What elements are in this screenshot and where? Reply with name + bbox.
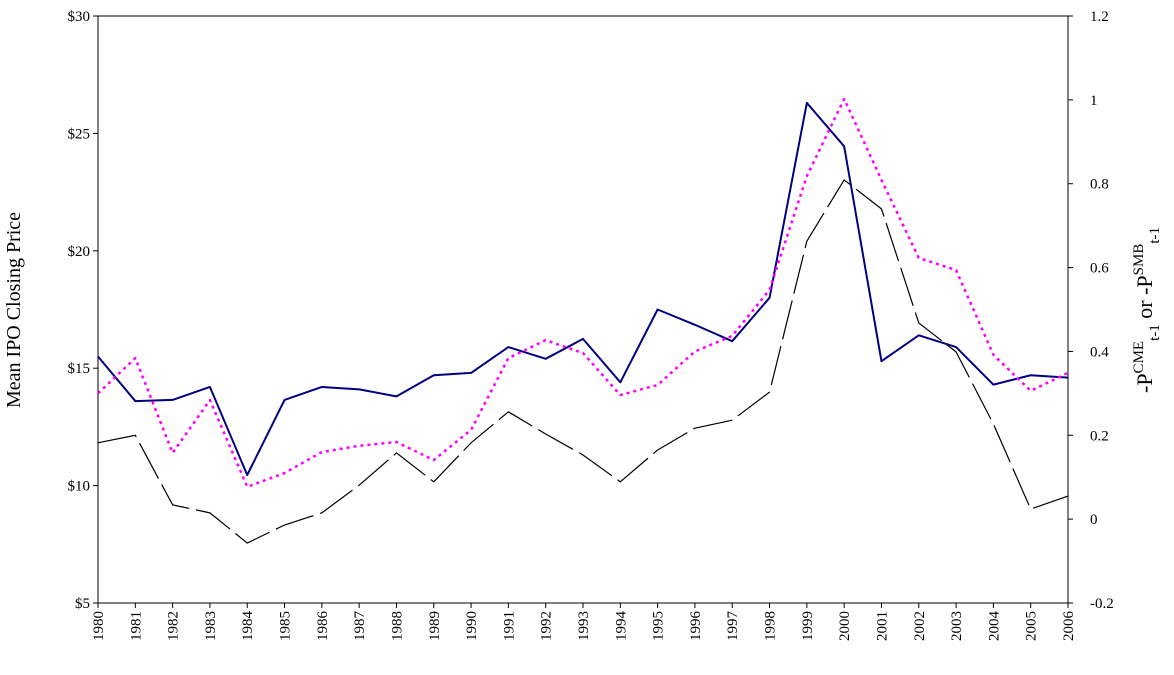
series-line	[97, 97, 1069, 489]
x-tick-label: 1988	[389, 611, 405, 641]
y2-axis-title-part: -P	[1132, 373, 1157, 393]
x-tick-label: 1992	[539, 611, 555, 641]
x-tick-label: 2004	[986, 611, 1002, 642]
y-tick-label: $10	[68, 479, 91, 495]
y2-axis-title-part: t-1	[1147, 324, 1163, 341]
y-tick-label: $15	[68, 361, 91, 377]
x-tick-label: 1981	[128, 611, 144, 641]
y2-tick-label: 1.2	[1090, 9, 1109, 25]
y-tick-label: $20	[68, 244, 91, 260]
x-tick-label: 1984	[240, 611, 256, 642]
x-tick-label: 1983	[203, 611, 219, 641]
y2-tick-label: -0.2	[1090, 596, 1114, 612]
y-tick-label: $25	[68, 126, 91, 142]
x-tick-label: 1987	[352, 611, 368, 642]
x-tick-label: 2002	[912, 611, 928, 641]
x-tick-label: 1986	[315, 611, 331, 642]
x-tick-label: 1993	[576, 611, 592, 641]
x-tick-label: 2006	[1061, 611, 1077, 642]
y2-tick-label: 0.8	[1090, 177, 1109, 193]
y-tick-label: $30	[68, 9, 91, 25]
x-tick-label: 1999	[800, 611, 816, 641]
x-tick-label: 1990	[464, 611, 480, 641]
series-line	[97, 179, 1069, 544]
series-line	[97, 101, 1069, 477]
y2-axis-title-part: t-1	[1147, 227, 1163, 244]
x-tick-label: 2003	[949, 611, 965, 641]
y2-tick-label: 0.6	[1090, 261, 1109, 277]
x-tick-label: 1985	[278, 611, 294, 641]
y2-tick-label: 0.2	[1090, 428, 1109, 444]
x-tick-label: 1995	[651, 611, 667, 641]
x-tick-label: 1998	[763, 611, 779, 641]
x-tick-label: 1989	[427, 611, 443, 641]
y2-axis-title-part: or -P	[1132, 275, 1157, 324]
x-tick-label: 1997	[725, 611, 741, 642]
x-tick-label: 1994	[613, 611, 629, 642]
x-tick-label: 1982	[166, 611, 182, 641]
x-tick-label: 1980	[91, 611, 107, 641]
y2-axis-title: -PCMEt-1 or -PSMBt-1	[1131, 227, 1163, 393]
x-tick-label: 1991	[501, 611, 517, 641]
x-tick-label: 1996	[688, 611, 704, 642]
y-axis-title: Mean IPO Closing Price	[3, 212, 25, 408]
x-tick-label: 2000	[837, 611, 853, 641]
y2-axis-title-part: CME	[1131, 341, 1147, 374]
y2-tick-label: 1	[1090, 93, 1098, 109]
y-tick-label: $5	[75, 596, 90, 612]
y2-tick-label: 0	[1090, 512, 1098, 528]
y2-axis-title-part: SMB	[1131, 244, 1147, 276]
x-tick-label: 2005	[1024, 611, 1040, 641]
x-tick-label: 2001	[874, 611, 890, 641]
y2-tick-label: 0.4	[1090, 344, 1109, 360]
